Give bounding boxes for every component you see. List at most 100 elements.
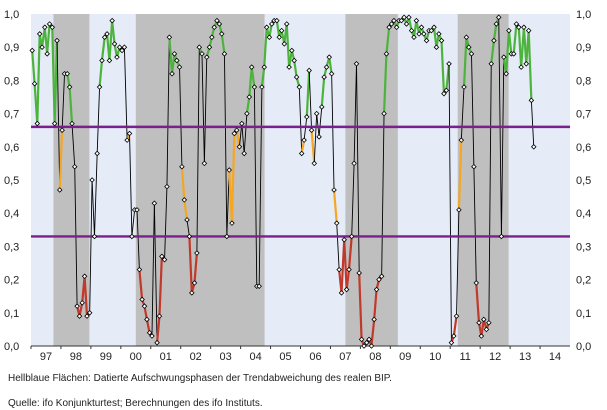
series-segment-40 [131,209,136,237]
data-point-83 [236,144,243,150]
series-segment-55 [168,36,174,75]
data-point-3 [36,31,43,37]
series-segment-88 [250,66,256,89]
data-point-15 [66,84,73,90]
series-segment-128 [351,162,355,237]
series-segment-23 [89,179,93,314]
data-point-158 [423,37,430,44]
data-point-26 [94,150,100,157]
data-point-116 [318,104,325,110]
data-point-122 [333,220,340,226]
y-tick-label-left-4: 0,4 [4,208,19,220]
series-segment-26 [96,86,101,154]
data-point-164 [438,37,445,44]
data-point-0 [29,47,35,54]
data-point-46 [144,316,150,323]
data-point-157 [421,31,427,37]
series-segment-25 [94,152,98,237]
data-point-72 [209,34,215,41]
data-point-100 [278,27,285,34]
data-point-96 [268,21,275,27]
y-tick-label-left-8: 0,8 [4,75,19,87]
data-point-175 [466,44,472,50]
series-segment-170 [456,209,460,317]
data-point-115 [316,134,322,140]
series-segment-85 [243,113,248,154]
series-segment-169 [452,315,458,338]
x-tick-label-11: 08 [369,351,381,360]
data-point-39 [126,130,133,137]
y-tick-label-right-2: 0,2 [576,275,591,287]
series-segment-200 [530,99,535,148]
data-point-118 [323,64,330,70]
data-point-155 [416,31,422,37]
data-point-102 [283,21,290,27]
data-point-5 [42,24,48,31]
y-tick-label-right-8: 0,8 [576,75,591,87]
series-segment-24 [91,179,95,237]
data-point-144 [388,21,395,27]
data-point-87 [246,94,253,100]
series-segment-191 [507,29,513,55]
x-tick-label-1: 98 [70,351,82,360]
series-segment-82 [235,129,241,148]
shaded-period-0 [53,14,90,346]
chart: 0,0 0,0 0,1 0,1 0,2 0,2 0,3 0,3 0,4 0,4 0,5 0,5 0,6 0… [4,9,591,360]
series-segment-112 [310,129,316,165]
data-point-176 [468,51,475,57]
y-tick-label-right-5: 0,5 [576,175,591,187]
data-point-197 [521,24,527,31]
data-point-193 [510,51,517,57]
data-point-31 [106,57,113,64]
data-point-9 [51,120,58,127]
series-segment-173 [462,36,468,89]
series-segment-119 [328,56,333,75]
series-segment-76 [220,32,226,55]
series-segment-98 [275,19,281,39]
data-point-194 [513,21,520,27]
series-segment-172 [460,86,465,141]
data-point-177 [471,163,477,170]
series-segment-167 [448,63,452,344]
y-tick-label-right-1: 0,1 [576,308,591,320]
data-point-43 [136,266,143,273]
data-point-113 [311,160,318,167]
data-point-68 [199,51,205,57]
data-point-60 [179,163,185,170]
series-segment-102 [285,22,291,69]
series-segment-142 [385,26,391,55]
data-point-66 [194,250,200,256]
data-point-143 [386,24,392,31]
data-point-101 [281,41,288,47]
data-point-129 [351,160,357,167]
series-segment-21 [83,275,89,318]
data-point-190 [503,70,509,77]
series-segment-183 [488,63,492,324]
data-point-12 [59,127,65,133]
series-segment-77 [223,53,228,237]
data-point-78 [224,233,230,240]
y-tick-label-right-9: 0,9 [576,42,591,54]
data-point-89 [251,84,258,90]
x-tick-label-14: 11 [459,351,470,360]
data-point-173 [461,84,467,90]
data-point-54 [164,183,170,190]
shaded-period-2 [345,14,398,346]
data-point-149 [401,14,407,21]
series-segment-177 [473,166,477,284]
data-point-6 [44,51,50,57]
series-segment-120 [331,73,335,191]
series-segment-137 [373,288,378,321]
series-segment-32 [111,19,116,45]
series-segment-188 [500,56,505,237]
series-segment-9 [53,39,59,125]
data-point-19 [76,313,83,319]
data-point-139 [376,276,382,283]
data-point-85 [241,150,247,157]
series-segment-109 [303,116,308,141]
data-point-53 [161,256,168,263]
series-segment-199 [527,29,533,102]
series-segment-27 [98,59,104,89]
data-point-35 [116,44,123,50]
data-point-99 [276,34,283,41]
